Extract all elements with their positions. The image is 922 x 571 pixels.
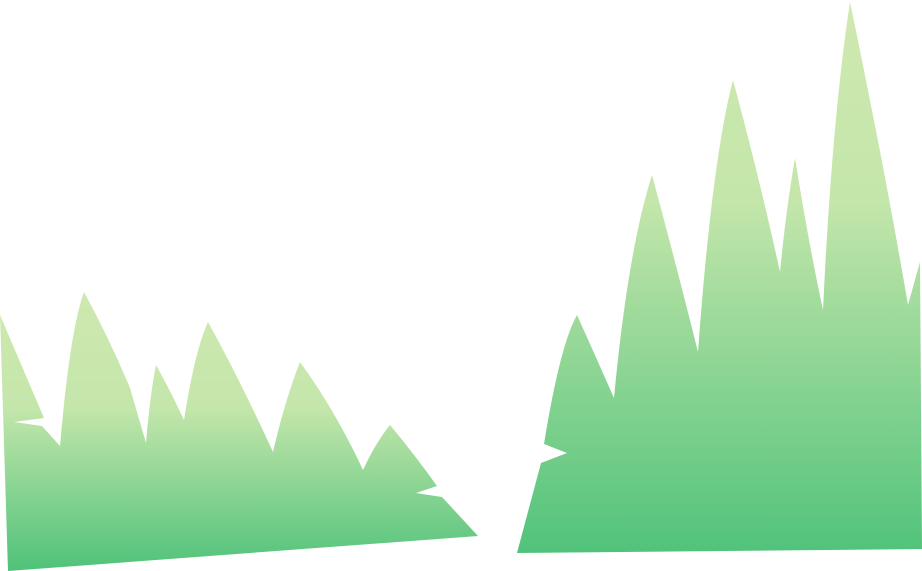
right-grass-cluster xyxy=(517,2,922,553)
left-grass-cluster xyxy=(0,292,478,571)
